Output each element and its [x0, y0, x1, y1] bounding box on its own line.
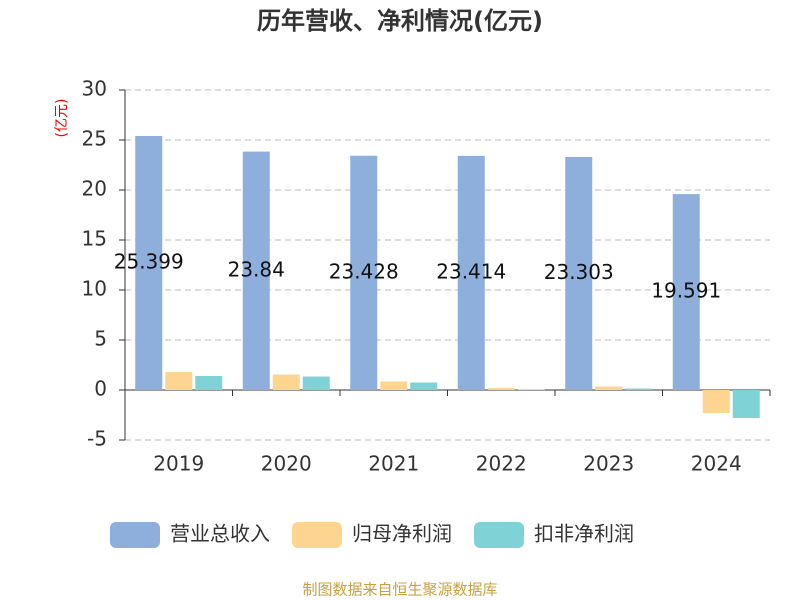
bar	[565, 156, 593, 390]
y-tick-label: -5	[87, 427, 107, 451]
value-label: 23.84	[228, 257, 285, 281]
legend-swatch	[110, 522, 160, 548]
footer: 制图数据来自恒生聚源数据库	[302, 581, 497, 599]
bar	[380, 381, 408, 390]
bar	[272, 374, 300, 390]
legend-label: 营业总收入	[170, 522, 270, 546]
bar	[350, 155, 378, 390]
bar	[625, 388, 653, 390]
chart-title: 历年营收、净利情况(亿元)	[257, 7, 543, 35]
bar	[302, 376, 330, 390]
bar	[517, 389, 545, 390]
y-tick-label: 25	[82, 127, 107, 151]
value-label: 25.399	[114, 250, 184, 274]
value-label: 19.591	[651, 279, 721, 303]
y-tick-label: 20	[82, 177, 107, 201]
x-tick-label: 2024	[691, 452, 742, 476]
y-tick-label: 0	[94, 377, 107, 401]
y-tick-label: 15	[82, 227, 107, 251]
bar	[487, 388, 515, 390]
x-tick-label: 2019	[153, 452, 204, 476]
bar	[242, 151, 270, 390]
y-tick-label: 10	[82, 277, 107, 301]
x-tick-label: 2021	[368, 452, 419, 476]
bar	[702, 390, 730, 413]
bar	[672, 194, 700, 390]
bar	[732, 390, 760, 418]
bar	[457, 155, 485, 390]
value-label: 23.428	[329, 259, 399, 283]
bar	[165, 372, 193, 390]
legend-swatch	[474, 522, 524, 548]
x-tick-label: 2022	[476, 452, 527, 476]
legend-label: 归母净利润	[352, 522, 452, 546]
y-axis-label: (亿元)	[54, 99, 70, 138]
bar	[195, 376, 223, 390]
legend-label: 扣非净利润	[534, 522, 634, 546]
value-label: 23.414	[436, 259, 506, 283]
bar	[595, 386, 623, 390]
bar	[410, 382, 438, 390]
value-label: 23.303	[544, 260, 614, 284]
y-tick-label: 5	[94, 327, 107, 351]
x-tick-label: 2020	[261, 452, 312, 476]
legend-swatch	[292, 522, 342, 548]
y-tick-label: 30	[82, 77, 107, 101]
bar	[135, 136, 163, 390]
x-tick-label: 2023	[583, 452, 634, 476]
